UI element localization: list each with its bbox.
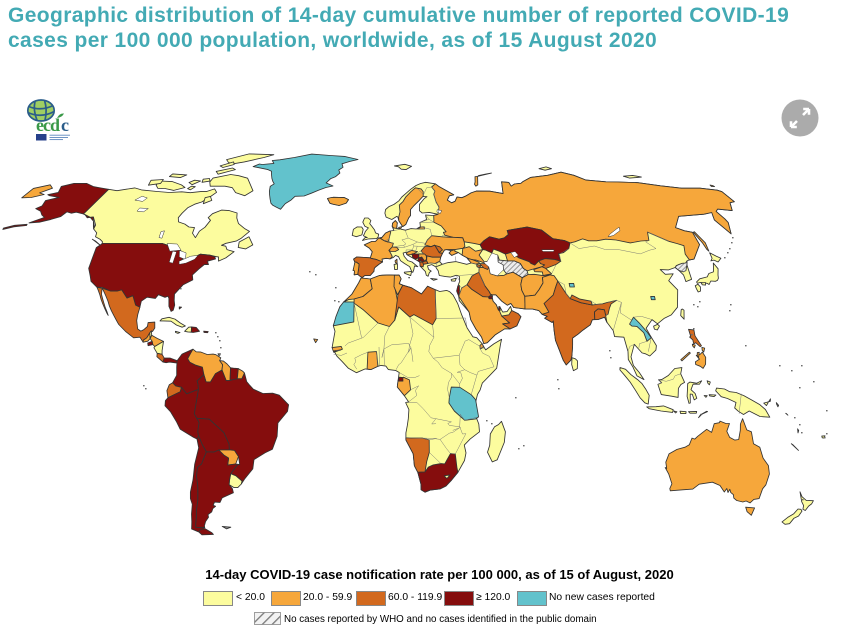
svg-text:c: c xyxy=(61,115,69,135)
svg-text:ecd: ecd xyxy=(36,115,60,135)
